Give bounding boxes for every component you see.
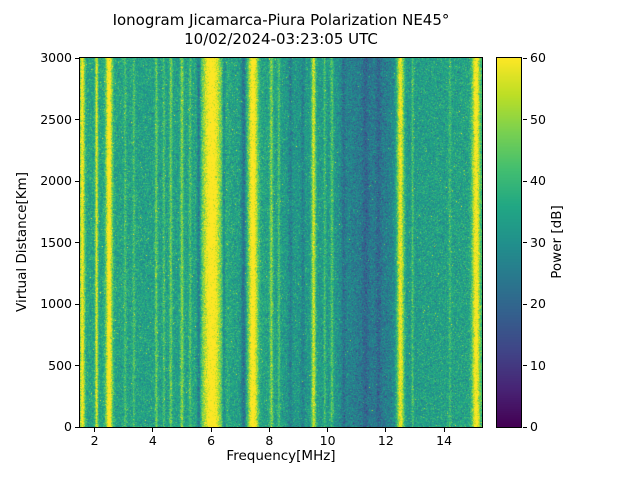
x-tick-mark (268, 428, 270, 432)
colorbar-canvas (496, 57, 522, 428)
y-tick-mark (75, 180, 79, 182)
x-tick-mark (443, 428, 445, 432)
y-tick-label: 2500 (40, 111, 72, 127)
x-tick-mark (94, 428, 96, 432)
x-tick-label: 8 (265, 433, 274, 448)
y-tick-label: 500 (48, 357, 72, 373)
x-tick-label: 14 (436, 433, 453, 448)
colorbar-tick-label: 10 (530, 357, 546, 373)
title-block: Ionogram Jicamarca-Piura Polarization NE… (80, 11, 482, 49)
colorbar-tick-mark (523, 119, 527, 120)
y-tick-mark (75, 119, 79, 120)
colorbar-tick-mark (523, 303, 527, 305)
y-tick-mark (75, 242, 79, 243)
y-tick-mark (75, 303, 79, 305)
colorbar-tick-mark (523, 57, 527, 59)
y-tick-mark (75, 426, 79, 428)
y-tick-label: 1500 (40, 234, 72, 250)
x-tick-mark (210, 428, 212, 432)
x-tick-mark (385, 428, 387, 432)
heatmap-canvas (79, 57, 483, 428)
colorbar-tick-mark (523, 180, 527, 182)
y-tick-label: 2000 (40, 173, 72, 188)
chart-title: Ionogram Jicamarca-Piura Polarization NE… (112, 11, 450, 29)
x-tick-label: 2 (90, 433, 99, 448)
colorbar-tick-label: 60 (530, 50, 546, 65)
colorbar-tick-label: 20 (530, 296, 546, 311)
colorbar-tick-mark (523, 365, 527, 366)
colorbar-tick-label: 30 (530, 234, 546, 250)
x-tick-mark (152, 428, 154, 432)
y-tick-mark (75, 57, 79, 59)
x-axis-label: Frequency[MHz] (226, 448, 336, 464)
chart-subtitle: 10/02/2024-03:23:05 UTC (184, 30, 378, 48)
x-tick-label: 12 (377, 433, 394, 448)
x-tick-label: 10 (319, 433, 336, 448)
y-tick-label: 0 (64, 419, 72, 434)
colorbar-tick-label: 50 (530, 111, 546, 127)
colorbar-tick-mark (523, 426, 527, 428)
y-tick-label: 3000 (40, 50, 72, 65)
y-tick-label: 1000 (40, 296, 72, 311)
x-tick-label: 4 (148, 433, 157, 448)
y-tick-mark (75, 365, 79, 366)
colorbar-tick-label: 0 (530, 419, 538, 434)
colorbar-tick-label: 40 (530, 173, 546, 188)
colorbar-tick-mark (523, 242, 527, 243)
x-tick-mark (327, 428, 329, 432)
x-tick-label: 6 (207, 433, 216, 448)
